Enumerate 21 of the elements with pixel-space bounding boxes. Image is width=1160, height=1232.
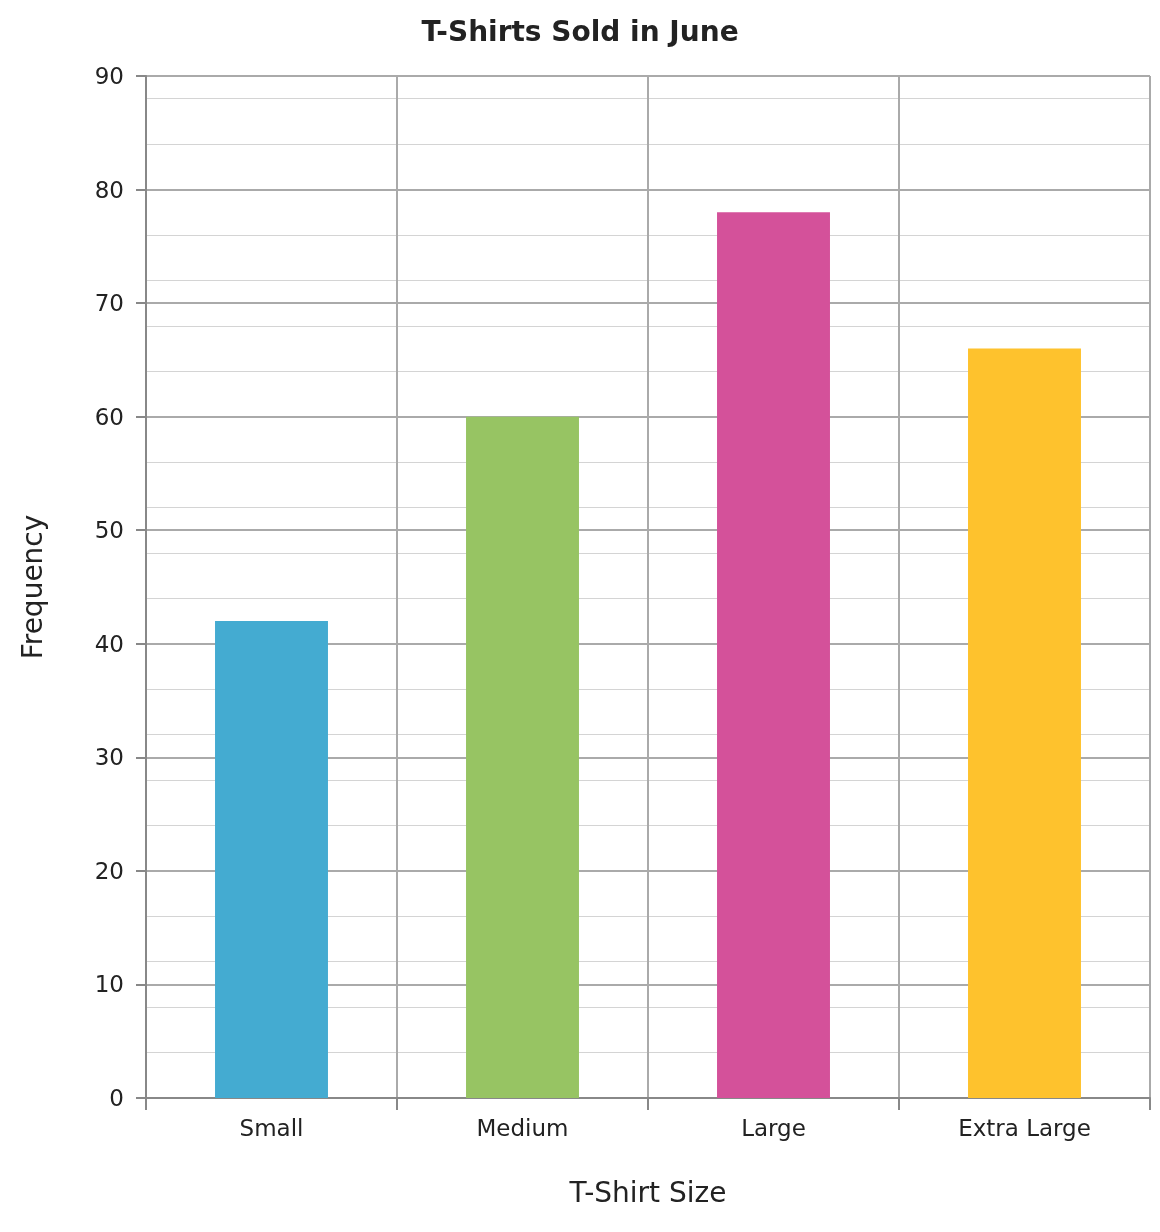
y-tick-label: 40 [94,630,124,657]
x-tick-label: Large [741,1114,806,1141]
x-axis-title: T-Shirt Size [568,1175,727,1209]
bar [968,348,1081,1098]
x-tick-label: Medium [476,1114,569,1141]
y-tick-label: 90 [94,63,124,89]
x-tick-label: Small [239,1114,304,1141]
y-tick-label: 60 [94,403,124,430]
x-tick-label: Extra Large [958,1114,1091,1141]
bar [717,212,830,1098]
y-tick-label: 70 [94,290,124,317]
bar [215,621,328,1098]
y-tick-label: 80 [94,176,124,203]
y-tick-label: 50 [94,517,124,544]
bar [466,416,579,1098]
chart-title: T-Shirts Sold in June [421,14,739,48]
y-axis-title: Frequency [15,514,49,660]
y-tick-label: 10 [94,971,124,998]
y-tick-label: 30 [94,744,124,771]
y-tick-label: 0 [109,1085,124,1111]
y-tick-label: 20 [94,857,124,884]
